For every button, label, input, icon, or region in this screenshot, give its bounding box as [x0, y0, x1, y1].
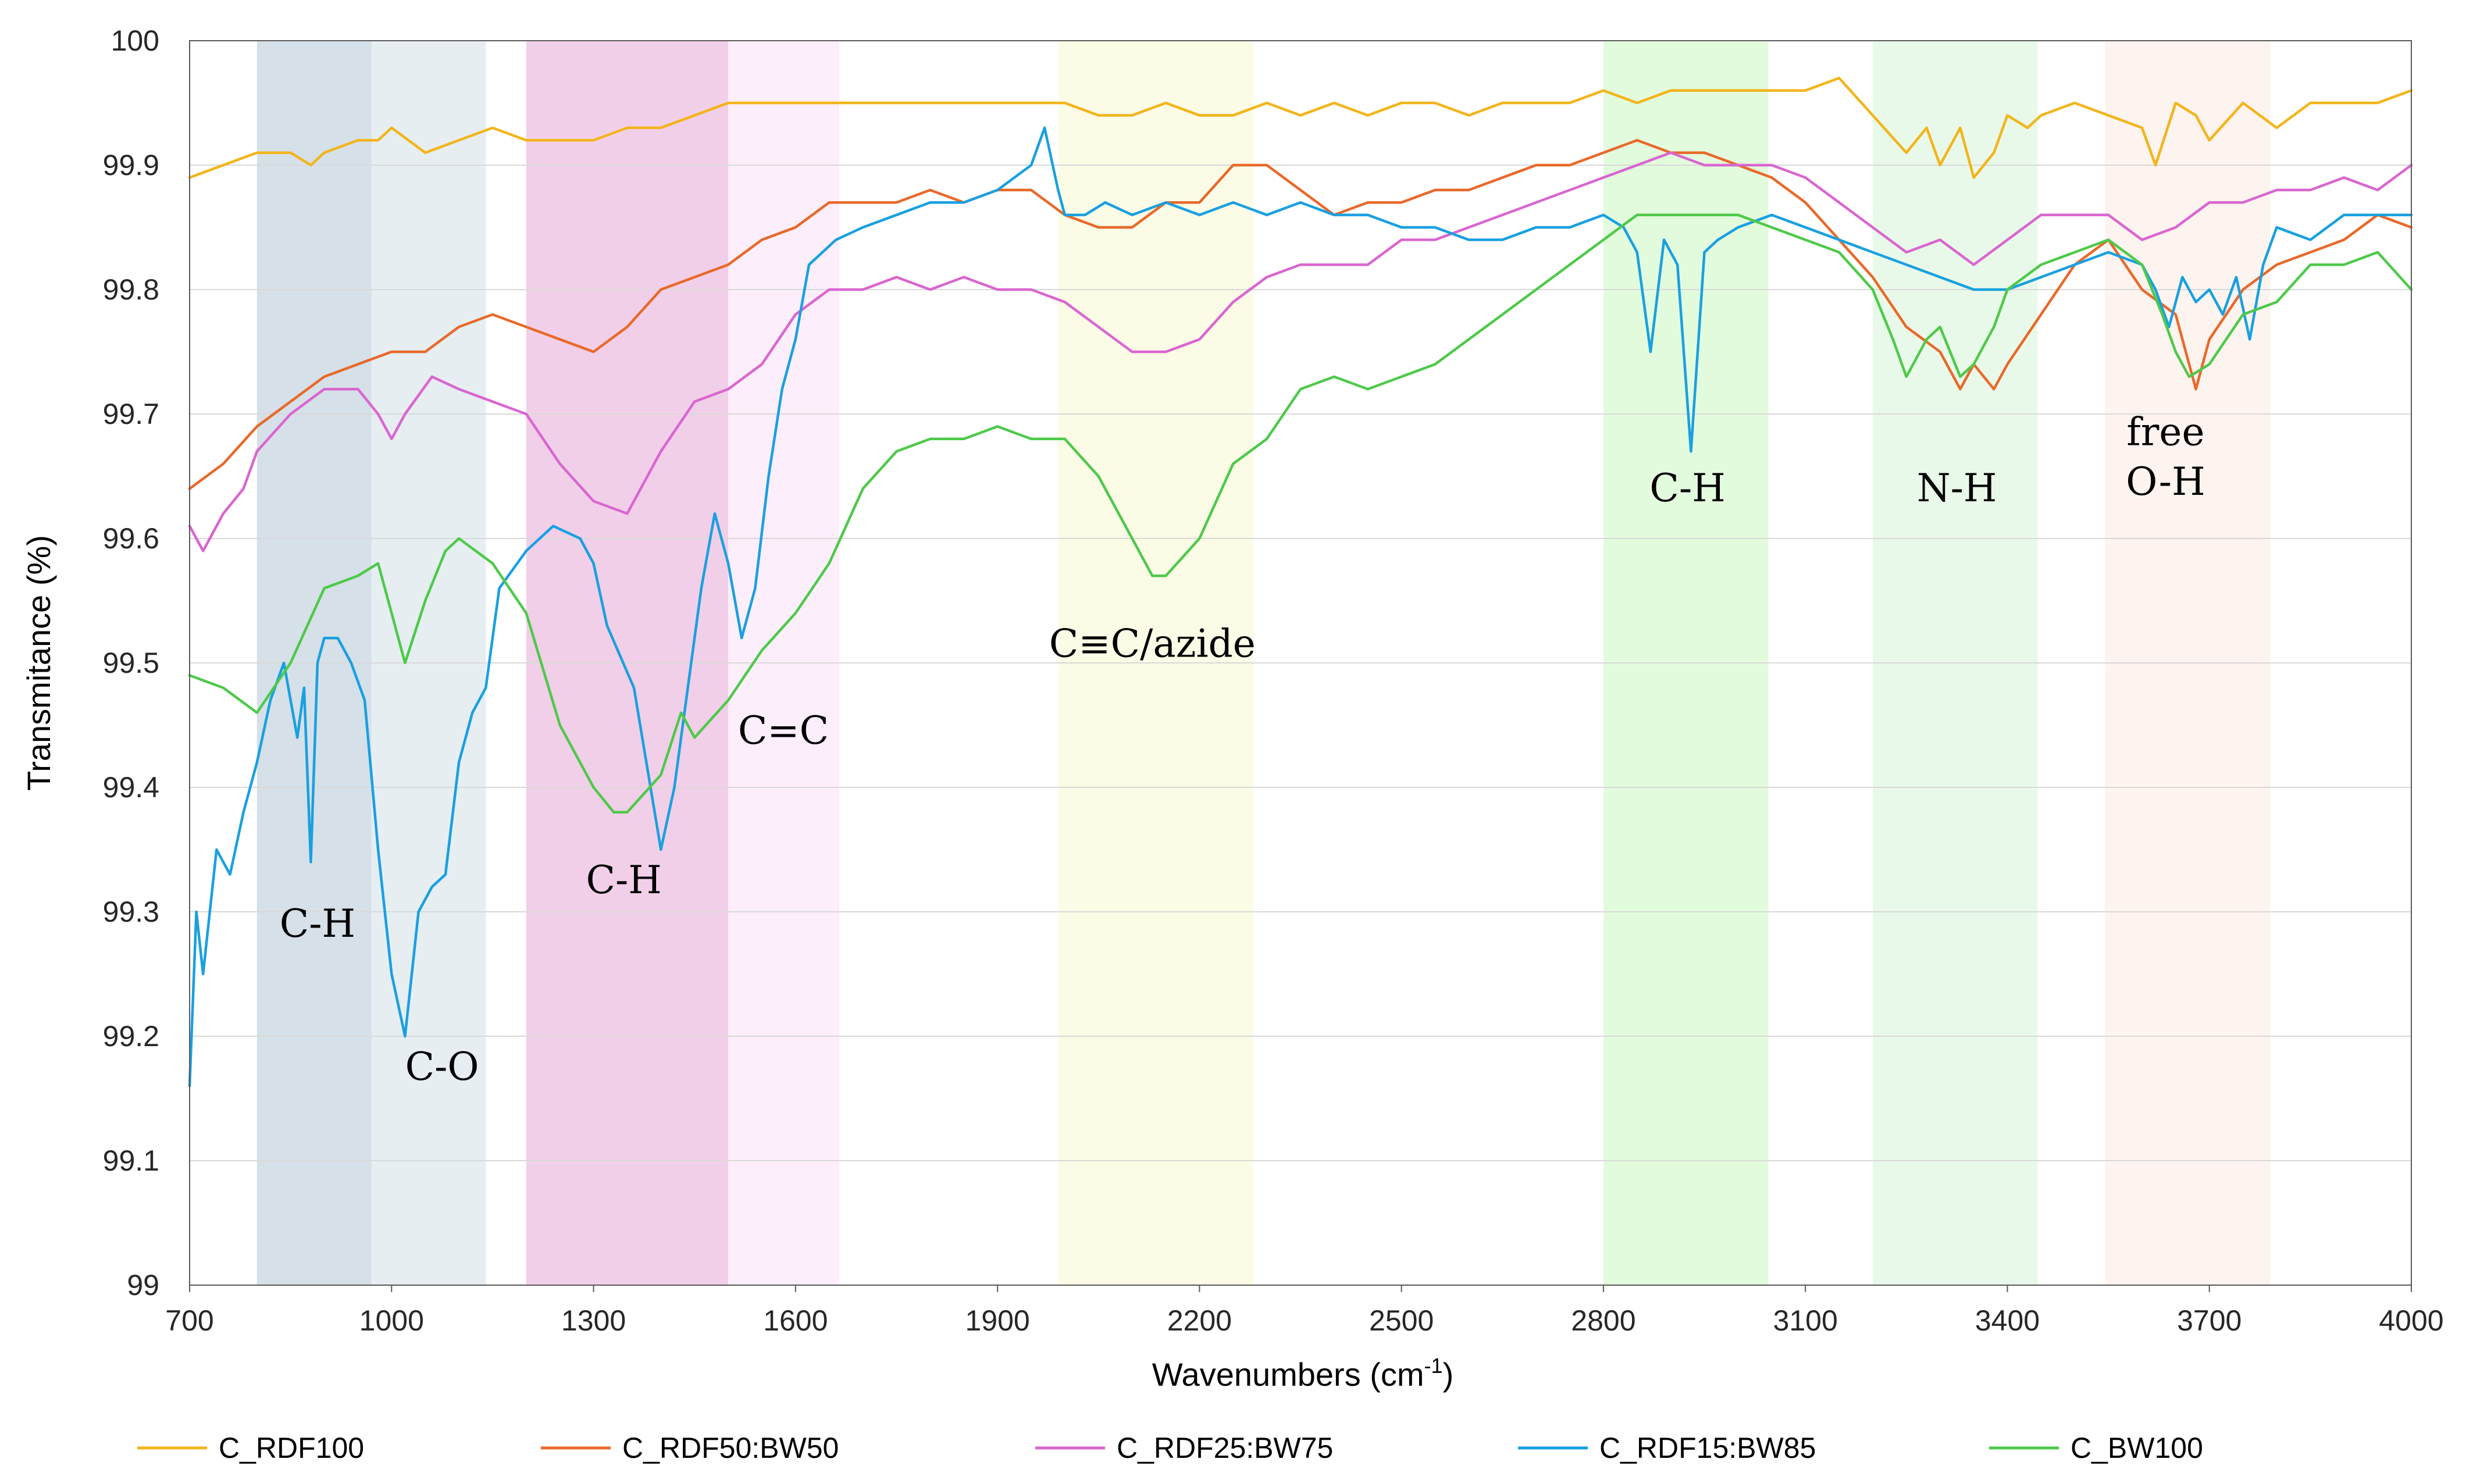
band-annotation-2: C-O [405, 1044, 479, 1089]
y-tick-label: 99.6 [103, 522, 159, 555]
x-tick-label: 1600 [763, 1304, 828, 1337]
y-tick-label: 100 [111, 24, 159, 57]
series-line-2 [188, 138, 2413, 490]
band-annotation-9: O-H [2126, 459, 2205, 504]
band-annotation-8: free [2126, 410, 2204, 455]
band-annotation-4: C=C [738, 708, 829, 753]
band-annotation-7: N-H [1917, 466, 1997, 511]
band-annotation-1: C-H [280, 901, 355, 946]
band-annotation-5: C≡C/azide [1049, 621, 1256, 666]
x-tick-label: 2200 [1167, 1304, 1232, 1337]
band-annotation-6: C-H [1649, 466, 1725, 511]
y-tick-label: 99.3 [103, 896, 159, 928]
band-annotation-3: C-H [586, 858, 661, 902]
y-tick-label: 99.7 [103, 398, 159, 430]
tick-layer: 99 99.1 99.2 99.3 99.4 99.5 99.6 99.7 99.8 99.9 10… [103, 24, 2444, 1337]
legend-label-4: C_RDF15:BW85 [1599, 1432, 1816, 1464]
y-tick-label: 99 [127, 1269, 159, 1301]
legend-label-3: C_RDF25:BW75 [1117, 1432, 1333, 1464]
y-tick-label: 99.1 [103, 1144, 159, 1177]
x-axis-title: Wavenumbers (cm-1) [1152, 1354, 1453, 1393]
x-tick-label: 2500 [1369, 1304, 1434, 1337]
y-tick-label: 99.8 [103, 273, 159, 306]
x-tick-label: 700 [165, 1304, 213, 1337]
x-tick-label: 1000 [359, 1304, 424, 1337]
series-line-3 [188, 151, 2413, 552]
x-axis-title-close: ) [1443, 1356, 1454, 1393]
y-tick-label: 99.9 [103, 149, 159, 181]
y-tick-label: 99.5 [103, 647, 159, 679]
legend-label-1: C_RDF100 [219, 1432, 364, 1464]
legend-label-2: C_RDF50:BW50 [622, 1432, 839, 1464]
y-tick-label: 99.4 [103, 771, 159, 804]
x-axis-title-superscript: -1 [1424, 1354, 1443, 1378]
plot-frame [189, 40, 2412, 1286]
x-tick-label: 1900 [965, 1304, 1029, 1337]
series-line-4 [188, 126, 2413, 1087]
x-tick-label: 2800 [1571, 1304, 1635, 1337]
y-tick-label: 99.2 [103, 1020, 159, 1053]
x-tick-label: 1300 [561, 1304, 626, 1337]
legend-label-5: C_BW100 [2071, 1432, 2203, 1464]
x-tick-label: 3700 [2177, 1304, 2242, 1337]
legend: C_RDF100 C_RDF50:BW50 C_RDF25:BW75 C_RDF15:… [137, 1432, 2203, 1464]
series-layer [188, 76, 2413, 1087]
x-tick-label: 3100 [1773, 1304, 1838, 1337]
x-tick-label: 4000 [2379, 1304, 2443, 1337]
series-line-5 [188, 213, 2413, 814]
y-axis-title: Transmitance (%) [20, 535, 57, 791]
x-axis-title-main: Wavenumbers (cm [1152, 1356, 1424, 1393]
x-tick-label: 3400 [1975, 1304, 2040, 1337]
series-line-1 [188, 76, 2413, 179]
